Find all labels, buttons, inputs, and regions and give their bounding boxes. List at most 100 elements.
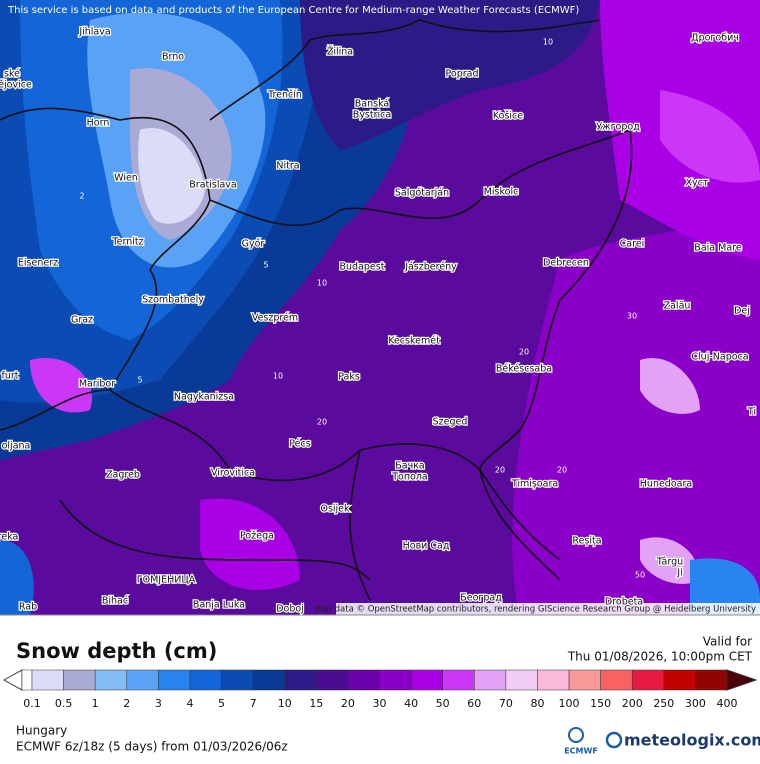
legend-swatch <box>600 669 633 691</box>
city-label: Horn <box>87 118 110 129</box>
city-label: Košice <box>493 111 523 122</box>
contour-label: 20 <box>317 418 327 427</box>
legend-swatch <box>347 669 380 691</box>
contour-label: 20 <box>519 348 529 357</box>
legend-over <box>726 669 758 691</box>
city-label: Paks <box>338 372 360 383</box>
city-label: Békéscsaba <box>496 364 552 375</box>
site-icon <box>605 731 623 749</box>
city-label: Brno <box>162 52 184 63</box>
city-label: Carei <box>620 239 645 250</box>
attribution-bg <box>336 603 760 615</box>
city-label: Reșița <box>572 536 601 547</box>
city-label: Szombathely <box>142 295 204 306</box>
legend-swatch <box>126 669 159 691</box>
legend-swatch <box>505 669 538 691</box>
legend-tick-label: 60 <box>467 697 481 710</box>
city-label: Osijek <box>320 504 350 515</box>
city-label: Wien <box>114 173 138 184</box>
city-label: Бачка <box>395 461 425 472</box>
legend-tick-label: 400 <box>717 697 738 710</box>
legend-swatch <box>568 669 601 691</box>
legend-tick-label: 4 <box>186 697 193 710</box>
city-label: Београд <box>460 593 502 604</box>
legend-tick-label: 3 <box>155 697 162 710</box>
legend-tick-label: 300 <box>685 697 706 710</box>
contour-label: 10 <box>543 38 553 47</box>
legend-tick-label: 70 <box>499 697 513 710</box>
legend-title: Snow depth (cm) <box>16 639 217 663</box>
legend-swatch <box>410 669 443 691</box>
legend-tick-label: 1 <box>92 697 99 710</box>
map <box>0 0 760 615</box>
legend-tick-label: 150 <box>590 697 611 710</box>
legend-swatch <box>663 669 696 691</box>
legend: 0.1 0.5 1 2 3 4 5 7 10 15 20 30 40 50 60 70 80 100 150 200 2… <box>23 669 738 710</box>
legend-tick-label: 10 <box>278 697 292 710</box>
city-label: Banská <box>355 99 389 110</box>
legend-tick-label: 30 <box>373 697 387 710</box>
region: Hungary <box>16 724 67 738</box>
attribution: Map data © OpenStreetMap contributors, r… <box>314 605 756 615</box>
city-label: Nitra <box>276 161 299 172</box>
city-label: ějovice <box>0 80 32 91</box>
contour-label: 2 <box>79 192 84 201</box>
city-label: Ti <box>747 407 756 418</box>
city-label: Miskolc <box>484 187 519 198</box>
city-label: Jihlava <box>78 27 110 38</box>
legend-tick-label: 200 <box>622 697 643 710</box>
city-label: Dej <box>734 306 750 317</box>
legend-swatch <box>379 669 412 691</box>
city-label: oljana <box>2 441 31 452</box>
contour-label: 10 <box>317 279 327 288</box>
city-label: Дрогобич <box>691 33 739 44</box>
legend-swatch <box>63 669 96 691</box>
city-label: Salgótarján <box>395 188 449 199</box>
legend-swatch <box>631 669 665 691</box>
legend-under-box <box>21 669 33 691</box>
city-label: Debrecen <box>543 258 589 269</box>
city-label: Virovitica <box>211 468 255 479</box>
city-label: Graz <box>71 315 93 326</box>
city-label: Budapest <box>340 262 385 273</box>
legend-swatch <box>695 669 728 691</box>
legend-swatch <box>31 669 64 691</box>
city-label: Doboj <box>276 604 304 615</box>
legend-tick-label: 100 <box>559 697 580 710</box>
legend-under <box>2 669 23 691</box>
city-label: Poprad <box>446 69 479 80</box>
city-label: Jászberény <box>404 262 457 273</box>
legend-tick-label: 20 <box>341 697 355 710</box>
contour-label: 20 <box>495 466 505 475</box>
contour-label: 50 <box>635 571 645 580</box>
contour-label: 20 <box>557 466 567 475</box>
valid-time: Thu 01/08/2026, 10:00pm CET <box>567 650 753 664</box>
city-label: Bystrica <box>353 110 391 121</box>
logo-ecmwf: ECMWF <box>564 747 598 756</box>
city-label: Timișoara <box>511 479 558 490</box>
city-label: Pécs <box>289 439 310 450</box>
legend-tick-label: 7 <box>250 697 257 710</box>
legend-tick-label: 15 <box>309 697 323 710</box>
legend-swatch <box>158 669 191 691</box>
city-label: Hunedoara <box>640 479 692 490</box>
city-label: Rab <box>19 602 37 613</box>
city-label: Drobeta <box>605 597 643 608</box>
city-label: Eisenerz <box>18 258 58 269</box>
logo-site: meteologix.com <box>624 731 760 750</box>
legend-swatch <box>94 669 128 691</box>
city-label: Bihać <box>102 596 128 607</box>
legend-swatch <box>316 669 349 691</box>
city-label: Zagreb <box>106 470 140 481</box>
model: ECMWF 6z/18z (5 days) from 01/03/2026/06… <box>16 740 288 754</box>
city-label: Baia Mare <box>694 243 742 254</box>
city-label: Нови Сад <box>403 541 450 552</box>
city-label: Ji <box>676 568 682 579</box>
legend-tick-label: 0.5 <box>55 697 73 710</box>
banner: This service is based on data and produc… <box>7 5 579 16</box>
legend-tick-label: 0.1 <box>23 697 41 710</box>
legend-swatch <box>189 669 222 691</box>
city-label: ГОМЈЕНИЦА <box>137 575 196 586</box>
contour-label: 5 <box>137 376 142 385</box>
